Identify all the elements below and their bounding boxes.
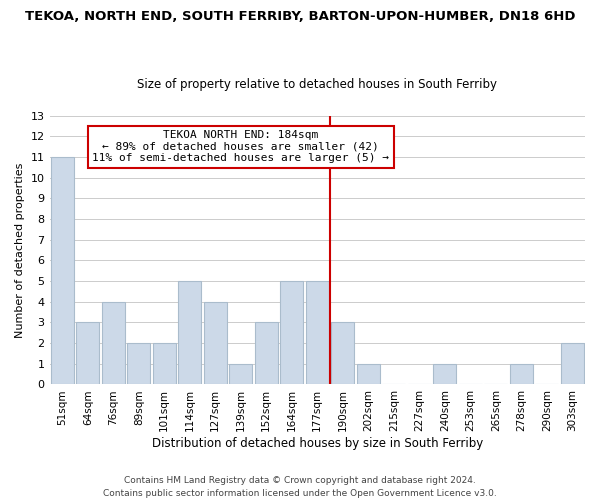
Bar xyxy=(255,322,278,384)
Bar xyxy=(229,364,252,384)
Text: Contains HM Land Registry data © Crown copyright and database right 2024.
Contai: Contains HM Land Registry data © Crown c… xyxy=(103,476,497,498)
Bar xyxy=(204,302,227,384)
Bar xyxy=(331,322,354,384)
Bar xyxy=(127,343,150,384)
Y-axis label: Number of detached properties: Number of detached properties xyxy=(15,162,25,338)
Bar xyxy=(433,364,456,384)
Bar xyxy=(510,364,533,384)
X-axis label: Distribution of detached houses by size in South Ferriby: Distribution of detached houses by size … xyxy=(152,437,483,450)
Bar xyxy=(280,281,303,384)
Bar xyxy=(178,281,201,384)
Bar xyxy=(306,281,329,384)
Bar xyxy=(76,322,99,384)
Bar xyxy=(561,343,584,384)
Title: Size of property relative to detached houses in South Ferriby: Size of property relative to detached ho… xyxy=(137,78,497,91)
Text: TEKOA, NORTH END, SOUTH FERRIBY, BARTON-UPON-HUMBER, DN18 6HD: TEKOA, NORTH END, SOUTH FERRIBY, BARTON-… xyxy=(25,10,575,23)
Bar xyxy=(153,343,176,384)
Text: TEKOA NORTH END: 184sqm
← 89% of detached houses are smaller (42)
11% of semi-de: TEKOA NORTH END: 184sqm ← 89% of detache… xyxy=(92,130,389,164)
Bar xyxy=(357,364,380,384)
Bar xyxy=(102,302,125,384)
Bar xyxy=(51,157,74,384)
